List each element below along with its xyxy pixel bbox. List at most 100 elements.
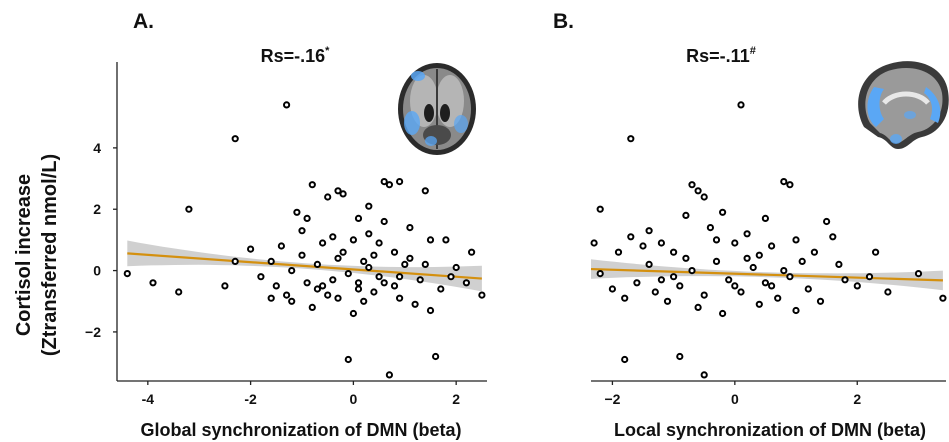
data-point bbox=[731, 239, 739, 247]
data-point bbox=[231, 135, 239, 143]
data-point bbox=[755, 251, 763, 259]
data-point bbox=[706, 224, 715, 232]
data-point bbox=[719, 208, 727, 216]
data-point bbox=[447, 273, 455, 281]
data-point bbox=[324, 193, 332, 201]
y-axis-label-line1: Cortisol increase bbox=[13, 174, 35, 336]
y-tick-label: 4 bbox=[93, 140, 101, 156]
x-tick-label: 0 bbox=[349, 391, 357, 407]
regression-line-b bbox=[590, 267, 943, 282]
data-point bbox=[737, 288, 745, 296]
y-tick-label: 0 bbox=[93, 263, 101, 279]
regression-line-a bbox=[127, 252, 482, 280]
data-point bbox=[682, 254, 690, 262]
data-point bbox=[712, 236, 721, 244]
plot-area-b bbox=[590, 101, 947, 379]
data-point bbox=[344, 270, 352, 278]
data-point bbox=[743, 230, 751, 238]
data-point bbox=[421, 260, 429, 268]
data-point bbox=[853, 282, 861, 290]
data-point bbox=[743, 254, 751, 262]
data-point bbox=[804, 285, 812, 293]
data-point bbox=[375, 239, 383, 247]
brain-axial-inset bbox=[398, 63, 476, 155]
data-point bbox=[339, 248, 347, 256]
data-point bbox=[768, 282, 776, 290]
data-point bbox=[401, 260, 409, 268]
data-point bbox=[324, 291, 332, 299]
data-point bbox=[590, 239, 598, 247]
data-point bbox=[365, 202, 373, 210]
data-point bbox=[700, 291, 708, 299]
data-point bbox=[221, 282, 229, 290]
data-point bbox=[283, 291, 291, 299]
data-point bbox=[319, 239, 327, 247]
data-point bbox=[390, 248, 399, 256]
data-point bbox=[462, 279, 470, 287]
data-point bbox=[313, 260, 321, 268]
data-point bbox=[712, 257, 721, 265]
data-point bbox=[406, 254, 414, 262]
data-point bbox=[755, 300, 763, 308]
data-point bbox=[303, 214, 311, 222]
data-point bbox=[841, 276, 849, 284]
data-point bbox=[329, 276, 337, 284]
y-axis-label: Cortisol increase (Ztransferred nmol/L) bbox=[13, 154, 61, 356]
data-point bbox=[432, 352, 440, 361]
data-point bbox=[257, 273, 265, 281]
data-point bbox=[231, 257, 239, 265]
data-point bbox=[334, 254, 342, 262]
data-point bbox=[478, 291, 486, 299]
x-tick-label: 2 bbox=[853, 391, 861, 407]
data-point bbox=[375, 273, 383, 281]
data-point bbox=[633, 279, 641, 287]
data-point bbox=[354, 285, 363, 293]
data-point bbox=[780, 178, 788, 186]
x-tick-label: 2 bbox=[452, 391, 460, 407]
data-point bbox=[385, 181, 393, 189]
data-point bbox=[123, 270, 131, 278]
data-point bbox=[676, 282, 684, 290]
data-point bbox=[657, 276, 666, 284]
data-point bbox=[380, 178, 388, 186]
correlation-superscript-b: # bbox=[750, 45, 756, 57]
data-point bbox=[688, 267, 696, 275]
x-tick-label: -2 bbox=[244, 391, 257, 407]
data-point bbox=[411, 300, 419, 308]
data-point bbox=[835, 260, 843, 268]
data-point bbox=[149, 279, 157, 287]
data-point bbox=[308, 303, 316, 311]
data-point bbox=[344, 355, 352, 364]
data-point bbox=[360, 257, 368, 265]
data-point bbox=[390, 282, 399, 290]
panel-b: B. Rs=-.11# −2 0 2 Local synchronization o… bbox=[553, 10, 949, 440]
data-point bbox=[700, 371, 708, 379]
data-point bbox=[426, 306, 435, 315]
data-point bbox=[334, 187, 342, 195]
data-point bbox=[621, 355, 629, 364]
data-point bbox=[319, 282, 327, 290]
y-axis-label-line2: (Ztransferred nmol/L) bbox=[39, 154, 61, 356]
data-point bbox=[298, 251, 306, 259]
data-point bbox=[247, 245, 255, 253]
x-axis-label-a: Global synchronization of DMN (beta) bbox=[140, 420, 461, 440]
data-point bbox=[786, 181, 794, 189]
data-point bbox=[663, 297, 672, 305]
data-point bbox=[365, 230, 373, 238]
data-point bbox=[694, 303, 702, 311]
data-point bbox=[627, 135, 635, 143]
data-point bbox=[370, 288, 378, 296]
data-point bbox=[651, 288, 659, 296]
data-point bbox=[339, 190, 347, 198]
data-point bbox=[303, 279, 311, 287]
data-point bbox=[283, 101, 291, 109]
y-tick-label: −2 bbox=[85, 324, 101, 340]
data-point bbox=[468, 248, 476, 256]
data-point bbox=[267, 257, 275, 265]
data-point bbox=[185, 205, 193, 213]
y-tick-label: 2 bbox=[93, 201, 101, 217]
data-point bbox=[645, 260, 653, 268]
data-point bbox=[792, 236, 800, 244]
x-tick-label: −2 bbox=[604, 391, 620, 407]
data-point bbox=[175, 288, 183, 296]
